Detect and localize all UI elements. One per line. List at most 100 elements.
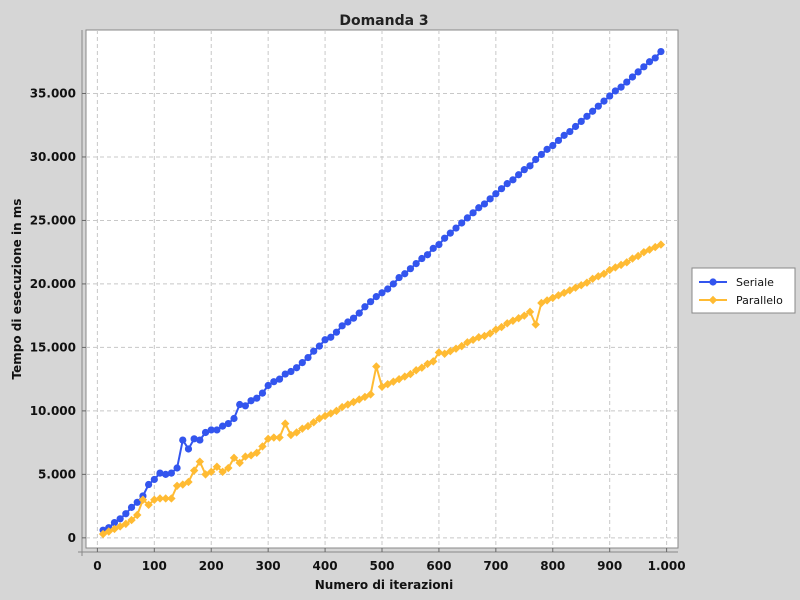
data-point	[196, 436, 204, 444]
data-point	[327, 333, 335, 341]
data-point	[235, 458, 244, 468]
data-point	[417, 363, 427, 372]
legend: Seriale Parallelo	[691, 267, 796, 314]
data-point	[452, 224, 460, 232]
data-point	[435, 240, 443, 249]
data-point	[537, 150, 545, 159]
data-point	[599, 269, 609, 278]
data-point	[224, 463, 233, 473]
data-point	[270, 378, 278, 386]
data-point	[236, 400, 244, 409]
data-point	[229, 453, 239, 463]
data-point	[275, 433, 284, 442]
data-point	[269, 433, 279, 442]
data-point	[434, 348, 444, 357]
series-layer	[98, 47, 666, 539]
data-point	[321, 336, 329, 344]
data-point	[651, 242, 660, 252]
data-point	[218, 467, 227, 477]
series-seriale	[99, 47, 665, 534]
data-point	[389, 280, 397, 288]
data-point	[167, 469, 175, 477]
data-point	[594, 102, 602, 110]
x-axis-ticks: 0 100 200 300 400 500 600 700 800 900 1.000	[93, 548, 686, 573]
data-point	[195, 457, 205, 466]
legend-label: Parallelo	[736, 294, 783, 307]
data-point	[503, 180, 511, 188]
data-point	[514, 314, 523, 323]
data-point	[571, 122, 580, 131]
data-point	[179, 436, 187, 444]
data-point	[594, 272, 603, 281]
data-point	[292, 428, 301, 437]
data-point	[127, 503, 136, 511]
data-point	[264, 381, 272, 390]
legend-item-parallelo: Parallelo	[699, 294, 783, 307]
x-tick-label: 200	[199, 559, 224, 573]
data-point	[361, 303, 369, 311]
data-point	[565, 286, 575, 295]
legend-item-seriale: Seriale	[699, 276, 774, 289]
data-point	[303, 421, 313, 431]
data-point	[463, 214, 471, 222]
legend-marker	[709, 278, 717, 286]
data-point	[298, 359, 306, 367]
data-point	[474, 333, 483, 342]
y-tick-label: 20.000	[30, 277, 76, 291]
data-point	[600, 97, 608, 105]
axes	[78, 30, 678, 556]
data-point	[497, 322, 506, 332]
data-point	[241, 452, 250, 461]
data-point	[656, 240, 666, 249]
data-point	[355, 309, 363, 317]
data-point	[263, 434, 273, 444]
x-axis-label: Numero di iterazioni	[315, 578, 453, 592]
data-point	[622, 258, 631, 267]
data-point	[366, 390, 375, 399]
data-point	[441, 234, 449, 242]
data-point	[582, 278, 592, 287]
data-point	[616, 260, 626, 270]
data-point	[207, 426, 215, 434]
data-point	[315, 342, 323, 350]
y-tick-label: 35.000	[30, 86, 76, 100]
data-point	[116, 515, 124, 523]
data-point	[554, 136, 563, 145]
data-point	[384, 285, 392, 293]
data-point	[406, 369, 415, 379]
data-point	[241, 402, 249, 410]
data-point	[611, 87, 619, 95]
data-point	[549, 141, 557, 150]
data-point	[605, 265, 614, 275]
data-point	[230, 414, 238, 423]
data-point	[401, 270, 409, 278]
data-point	[156, 469, 164, 477]
y-tick-label: 10.000	[30, 404, 76, 418]
y-axis-label: Tempo di esecuzione in ms	[10, 199, 24, 380]
data-point	[162, 470, 170, 478]
data-point	[293, 364, 301, 372]
data-point	[332, 328, 341, 336]
data-point	[252, 448, 261, 457]
data-point	[219, 422, 227, 430]
data-point	[457, 341, 466, 351]
data-point	[155, 494, 165, 503]
y-tick-label: 0	[68, 531, 76, 545]
data-point	[122, 510, 130, 518]
data-point	[145, 480, 153, 489]
data-point	[309, 418, 318, 427]
data-point	[161, 494, 170, 503]
legend-label: Seriale	[736, 276, 774, 289]
data-point	[213, 426, 221, 434]
data-point	[150, 495, 159, 504]
data-point	[486, 195, 494, 203]
x-tick-label: 400	[313, 559, 338, 573]
x-tick-label: 900	[597, 559, 622, 573]
data-point	[657, 47, 665, 56]
data-point	[651, 54, 659, 62]
data-point	[515, 171, 523, 179]
data-point	[133, 498, 141, 506]
data-point	[138, 495, 148, 504]
data-point	[184, 477, 193, 487]
data-point	[338, 322, 346, 330]
